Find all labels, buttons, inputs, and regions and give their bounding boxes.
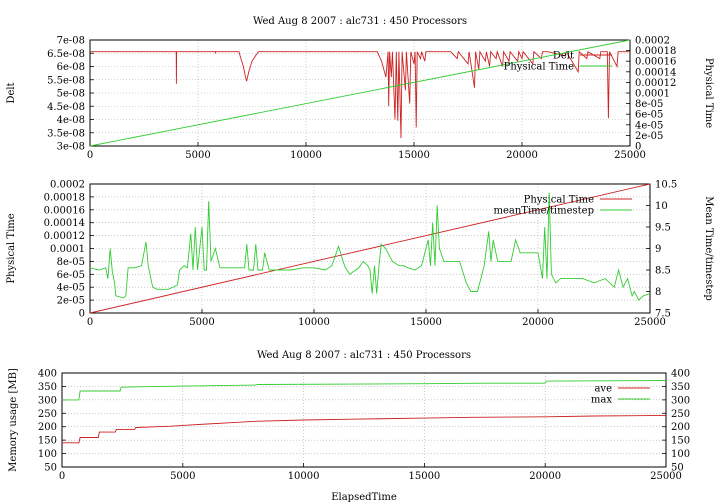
chart-1-title: Wed Aug 8 2007 : alc731 : 450 Processors bbox=[253, 16, 467, 27]
y2-tick-label: 9.5 bbox=[655, 223, 671, 234]
y2-tick-label: 8 bbox=[655, 287, 661, 298]
y-tick-label: 50 bbox=[44, 463, 57, 474]
y-tick-label: 3.5e-08 bbox=[47, 128, 85, 139]
y2-tick-label: 350 bbox=[671, 382, 690, 393]
y2-tick-label: 10 bbox=[655, 201, 668, 212]
y2-tick-label: 150 bbox=[671, 436, 690, 447]
y-tick-label: 0 bbox=[79, 309, 85, 320]
y-tick-label: 250 bbox=[38, 409, 57, 420]
legend-label: meanTime/timestep bbox=[493, 206, 594, 217]
x-tick-label: 20000 bbox=[522, 317, 554, 328]
y2-tick-label: 50 bbox=[671, 463, 684, 474]
legend-label: Physical Time bbox=[524, 195, 594, 206]
plot-frame bbox=[89, 39, 631, 147]
x-tick-label: 25000 bbox=[614, 150, 646, 161]
y2-tick-label: 9 bbox=[655, 244, 661, 255]
y-tick-label: 200 bbox=[38, 422, 57, 433]
y2-tick-label: 8.5 bbox=[655, 266, 671, 277]
x-tick-label: 15000 bbox=[398, 150, 430, 161]
y-tick-label: 0.00014 bbox=[44, 218, 85, 229]
y-tick-label: 0.00016 bbox=[44, 205, 85, 216]
x-tick-label: 0 bbox=[87, 150, 93, 161]
y-tick-label: 7e-08 bbox=[57, 36, 85, 47]
y-tick-label: 6.5e-08 bbox=[47, 49, 85, 60]
y-tick-label: 2e-05 bbox=[57, 296, 85, 307]
y2-tick-label: 100 bbox=[671, 449, 690, 460]
y2-tick-label: 10.5 bbox=[655, 180, 677, 191]
y2-tick-label: 0.00016 bbox=[635, 57, 676, 68]
x-tick-label: 5000 bbox=[170, 471, 195, 482]
x-tick-label: 5000 bbox=[185, 150, 210, 161]
y-tick-label: 3e-08 bbox=[57, 142, 85, 153]
plot-frame bbox=[61, 372, 667, 468]
y-tick-label: 8e-05 bbox=[57, 257, 85, 268]
y2-tick-label: 250 bbox=[671, 409, 690, 420]
series-line-delt bbox=[90, 49, 630, 139]
series-line-physical-time bbox=[89, 183, 651, 314]
x-tick-label: 15000 bbox=[410, 317, 442, 328]
y2-tick-label: 0.00018 bbox=[635, 46, 676, 57]
y-tick-label: 5.5e-08 bbox=[47, 75, 85, 86]
y2-tick-label: 300 bbox=[671, 395, 690, 406]
y2-tick-label: 400 bbox=[671, 369, 690, 380]
plot-frame bbox=[89, 183, 651, 314]
y2-tick-label: 2e-05 bbox=[635, 131, 663, 142]
y-tick-label: 350 bbox=[38, 382, 57, 393]
x-tick-label: 10000 bbox=[290, 150, 322, 161]
x-tick-label: 20000 bbox=[506, 150, 538, 161]
series-line-physical-time bbox=[89, 39, 631, 147]
y-tick-label: 4e-05 bbox=[57, 283, 85, 294]
series-line-max bbox=[62, 380, 667, 401]
y-tick-label: 0.0001 bbox=[50, 244, 85, 255]
chart-3-title: Wed Aug 8 2007 : alc731 : 450 Processors bbox=[257, 350, 471, 361]
y-tick-label: 300 bbox=[38, 395, 57, 406]
y2-axis-label: Mean Time/timestep bbox=[703, 196, 714, 300]
legend-label: ave bbox=[594, 384, 612, 395]
y-axis-label: Delt bbox=[6, 82, 17, 103]
y2-tick-label: 0.00014 bbox=[635, 67, 676, 78]
x-tick-label: 20000 bbox=[529, 471, 561, 482]
y2-tick-label: 0 bbox=[635, 142, 641, 153]
x-tick-label: 15000 bbox=[408, 471, 440, 482]
y2-tick-label: 0.0001 bbox=[635, 89, 670, 100]
x-tick-label: 25000 bbox=[634, 317, 666, 328]
y-tick-label: 100 bbox=[38, 449, 57, 460]
y-axis-label: Physical Time bbox=[6, 213, 17, 283]
y2-tick-label: 0.0002 bbox=[635, 36, 670, 47]
y-axis-label: Memory usage [MB] bbox=[8, 368, 19, 472]
y2-tick-label: 0.00012 bbox=[635, 78, 676, 89]
legend-label: Delt bbox=[553, 51, 574, 62]
y2-tick-label: 200 bbox=[671, 422, 690, 433]
series-line-meantime-timestep bbox=[89, 192, 651, 301]
y-tick-label: 0.0002 bbox=[50, 180, 85, 191]
legend-label: Physical Time bbox=[504, 62, 574, 73]
y-tick-label: 0.00012 bbox=[44, 231, 85, 242]
legend-label: max bbox=[591, 395, 612, 406]
y-tick-label: 0.00018 bbox=[44, 192, 85, 203]
y2-tick-label: 6e-05 bbox=[635, 110, 663, 121]
x-tick-label: 5000 bbox=[189, 317, 214, 328]
y2-axis-label: Physical Time bbox=[703, 58, 714, 128]
x-tick-label: 0 bbox=[59, 471, 65, 482]
y-tick-label: 400 bbox=[38, 369, 57, 380]
y-tick-label: 150 bbox=[38, 436, 57, 447]
x-tick-label: 10000 bbox=[298, 317, 330, 328]
series-line-ave bbox=[62, 414, 667, 444]
y-tick-label: 4e-08 bbox=[57, 115, 85, 126]
y2-tick-label: 7.5 bbox=[655, 309, 671, 320]
y-tick-label: 4.5e-08 bbox=[47, 102, 85, 113]
x-tick-label: 25000 bbox=[650, 471, 682, 482]
y-tick-label: 6e-05 bbox=[57, 270, 85, 281]
y2-tick-label: 8e-05 bbox=[635, 99, 663, 110]
y-tick-label: 5e-08 bbox=[57, 89, 85, 100]
y2-tick-label: 4e-05 bbox=[635, 120, 663, 131]
y-tick-label: 6e-08 bbox=[57, 62, 85, 73]
x-tick-label: 10000 bbox=[288, 471, 320, 482]
x-tick-label: 0 bbox=[87, 317, 93, 328]
x-axis-label: ElapsedTime bbox=[331, 492, 397, 503]
